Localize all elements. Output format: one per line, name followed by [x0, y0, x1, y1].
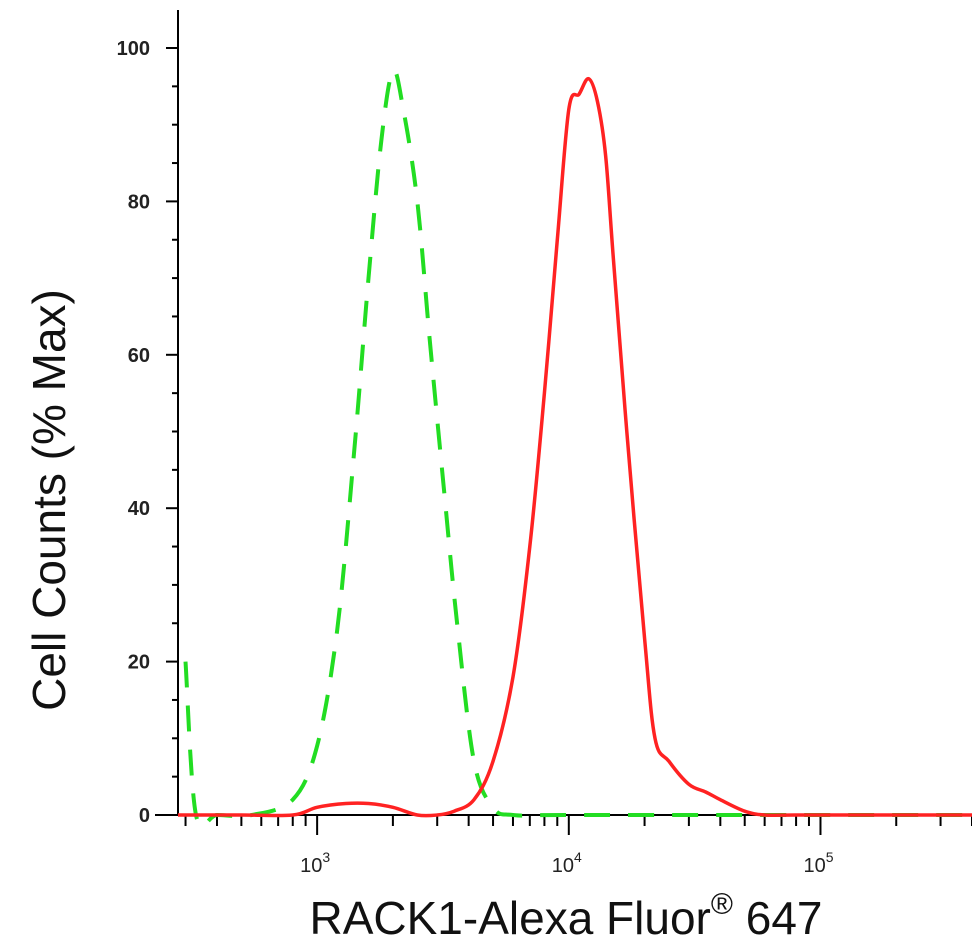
y-tick-label: 60 [128, 345, 150, 367]
x-axis-ticks: 103 104 105 [184, 815, 972, 877]
x-axis-label-registered: ® [711, 888, 733, 921]
x-tick-label: 103 [300, 849, 330, 877]
plot-area: 0 20 40 60 80 100 103 104 105 [117, 10, 972, 877]
y-tick-label: 20 [128, 652, 150, 674]
y-tick-label: 80 [128, 191, 150, 213]
x-tick-label: 104 [552, 849, 582, 877]
series-line-solid-red [178, 76, 972, 818]
y-tick-label: 0 [139, 805, 150, 827]
x-axis-label-main: RACK1-Alexa Fluor [310, 892, 711, 944]
series-layer [178, 68, 972, 829]
y-axis-ticks: 0 20 40 60 80 100 [117, 38, 178, 827]
x-tick-label: 105 [803, 849, 833, 877]
x-axis-label-suffix: 647 [733, 892, 823, 944]
y-tick-label: 100 [117, 38, 150, 60]
y-axis-label: Cell Counts (% Max) [23, 289, 75, 711]
series-line-dashed-green [183, 68, 972, 829]
y-tick-label: 40 [128, 498, 150, 520]
x-axis-label: RACK1-Alexa Fluor® 647 [310, 888, 823, 944]
